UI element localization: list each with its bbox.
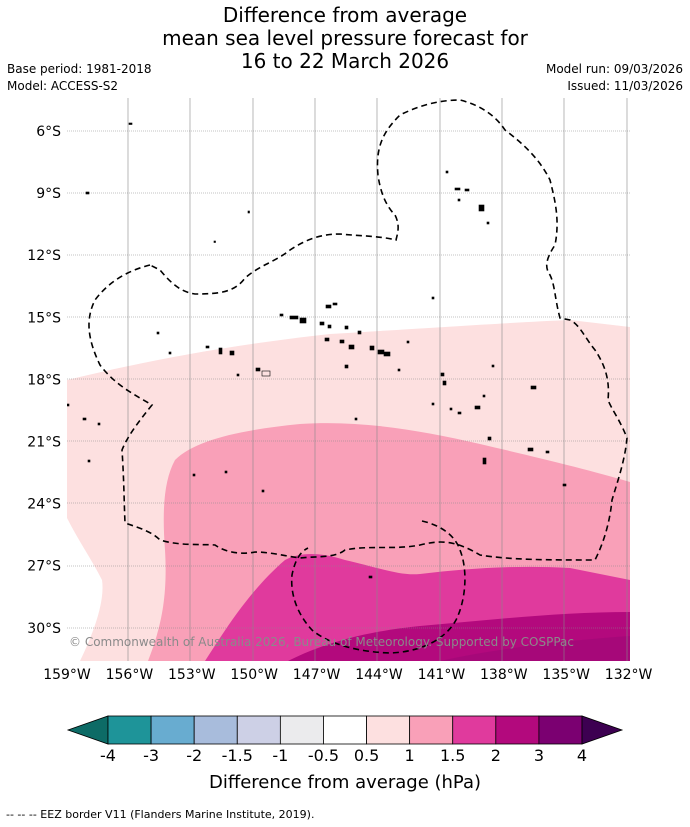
- colorbar-label: 1: [405, 746, 415, 765]
- title-line-3: 16 to 22 March 2026: [240, 49, 450, 73]
- gridlines: [67, 98, 630, 661]
- model-run: Model run: 09/03/2026: [545, 62, 683, 76]
- lon-label: 153°W: [168, 667, 216, 683]
- contour-2-3: [288, 612, 630, 661]
- colorbar-label: -0.5: [308, 746, 339, 765]
- lat-label: 15°S: [27, 310, 61, 326]
- colorbar-label: 2: [491, 746, 501, 765]
- lon-label: 141°W: [418, 667, 466, 683]
- colorbar-label: 4: [577, 746, 587, 765]
- lat-label: 12°S: [27, 248, 61, 264]
- lon-label: 159°W: [43, 667, 91, 683]
- colorbar-label: -2: [186, 746, 202, 765]
- title-line-2: mean sea level pressure forecast for: [162, 26, 528, 50]
- lon-label: 135°W: [542, 667, 590, 683]
- colorbar-cell: [279, 715, 324, 745]
- colorbar-cell: [495, 715, 540, 745]
- forecast-map: © Commonwealth of Australia 2026, Bureau…: [27, 98, 653, 793]
- colorbar-cell: [107, 715, 152, 745]
- colorbar-label: -1: [272, 746, 288, 765]
- colorbar-cell: [150, 715, 195, 745]
- colorbar-cell: [323, 715, 367, 745]
- lat-label: 30°S: [27, 621, 61, 637]
- lat-label: 9°S: [36, 186, 61, 202]
- colorbar-cell: [366, 715, 411, 745]
- colorbar-labels: -4 -3 -2 -1.5 -1 -0.5 0.5 1 1.5 2 3 4: [100, 746, 587, 765]
- colorbar-cell: [193, 715, 238, 745]
- colorbar: -4 -3 -2 -1.5 -1 -0.5 0.5 1 1.5 2 3 4 Difference fr…: [66, 715, 624, 793]
- colorbar-label: 3: [534, 746, 544, 765]
- lat-label: 24°S: [27, 497, 61, 513]
- lat-label: 18°S: [27, 372, 61, 388]
- colorbar-under-arrow: [66, 715, 109, 745]
- lat-label: 21°S: [27, 435, 61, 451]
- lon-label: 147°W: [293, 667, 341, 683]
- colorbar-label: 0.5: [354, 746, 379, 765]
- colorbar-cell: [452, 715, 497, 745]
- latitude-labels: 6°S 9°S 12°S 15°S 18°S 21°S 24°S 27°S 30°S: [27, 124, 61, 637]
- colorbar-title: Difference from average (hPa): [209, 772, 481, 793]
- lon-label: 150°W: [230, 667, 278, 683]
- eez-footnote: -- -- -- EEZ border V11 (Flanders Marine…: [6, 808, 315, 821]
- lon-label: 132°W: [605, 667, 653, 683]
- longitude-labels: 159°W 156°W 153°W 150°W 147°W 144°W 141°W 138°W…: [43, 667, 652, 683]
- anomaly-field: [67, 98, 630, 661]
- colorbar-cells: [107, 715, 583, 745]
- issued-date: Issued: 11/03/2026: [567, 79, 683, 93]
- colorbar-label: -1.5: [222, 746, 253, 765]
- colorbar-label: -3: [143, 746, 159, 765]
- base-period: Base period: 1981-2018: [7, 62, 152, 76]
- colorbar-cell: [236, 715, 281, 745]
- lat-label: 27°S: [27, 559, 61, 575]
- lon-label: 156°W: [106, 667, 154, 683]
- model-name: Model: ACCESS-S2: [7, 79, 119, 93]
- colorbar-cell: [409, 715, 454, 745]
- lon-label: 138°W: [480, 667, 528, 683]
- colorbar-label: -4: [100, 746, 116, 765]
- colorbar-label: 1.5: [440, 746, 465, 765]
- colorbar-over-arrow: [581, 715, 624, 745]
- lat-label: 6°S: [36, 124, 61, 140]
- copyright-notice: © Commonwealth of Australia 2026, Bureau…: [69, 635, 574, 649]
- lon-label: 144°W: [355, 667, 403, 683]
- islands: [67, 122, 567, 579]
- eez-borders: [88, 99, 628, 654]
- colorbar-cell: [538, 715, 583, 745]
- contour-3-4: [440, 636, 630, 661]
- title-line-1: Difference from average: [222, 3, 468, 27]
